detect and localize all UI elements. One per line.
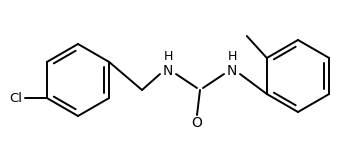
Text: H: H xyxy=(163,50,173,63)
Text: H: H xyxy=(227,50,237,63)
Text: N: N xyxy=(163,64,173,78)
Text: O: O xyxy=(191,116,202,130)
Text: Cl: Cl xyxy=(9,91,22,104)
Text: N: N xyxy=(227,64,237,78)
